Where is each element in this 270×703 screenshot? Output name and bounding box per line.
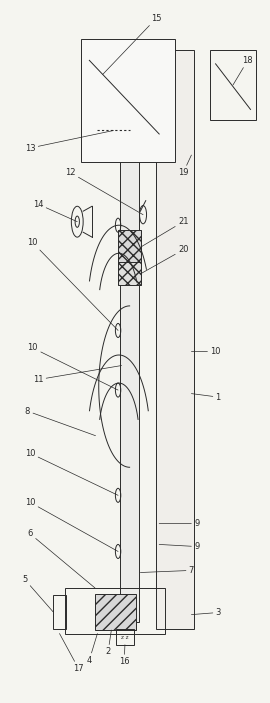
Text: 7: 7 [140,566,194,575]
Text: z z: z z [121,635,129,640]
Text: 8: 8 [25,406,96,436]
Bar [81,39,175,162]
Bar [53,595,66,628]
Text: 21: 21 [141,217,188,247]
Text: 10: 10 [25,498,118,551]
Text: 15: 15 [103,14,162,75]
Text: 19: 19 [178,155,191,177]
Text: 10: 10 [28,238,118,330]
Text: 10: 10 [191,347,221,356]
Text: 10: 10 [25,449,118,496]
Text: 3: 3 [191,608,221,617]
Bar [210,50,256,120]
Text: 4: 4 [87,633,97,665]
Text: 1: 1 [191,392,221,401]
Bar [95,593,136,630]
Text: 12: 12 [65,168,143,214]
Text: 16: 16 [119,645,130,666]
Bar [157,50,194,628]
Text: 2: 2 [106,630,111,657]
Text: 11: 11 [33,366,122,384]
Bar [120,50,139,621]
Text: 10: 10 [28,344,118,390]
Text: 9: 9 [159,542,199,551]
Text: 14: 14 [33,200,77,221]
Bar [116,629,134,645]
Text: 9: 9 [159,519,199,528]
Bar [118,262,141,285]
Bar [118,230,141,264]
Text: 13: 13 [25,131,113,153]
Text: 6: 6 [28,529,95,588]
Text: 18: 18 [233,56,253,85]
Text: 17: 17 [59,633,84,673]
Bar [65,588,164,633]
Text: 5: 5 [22,575,53,612]
Text: 20: 20 [141,245,188,273]
